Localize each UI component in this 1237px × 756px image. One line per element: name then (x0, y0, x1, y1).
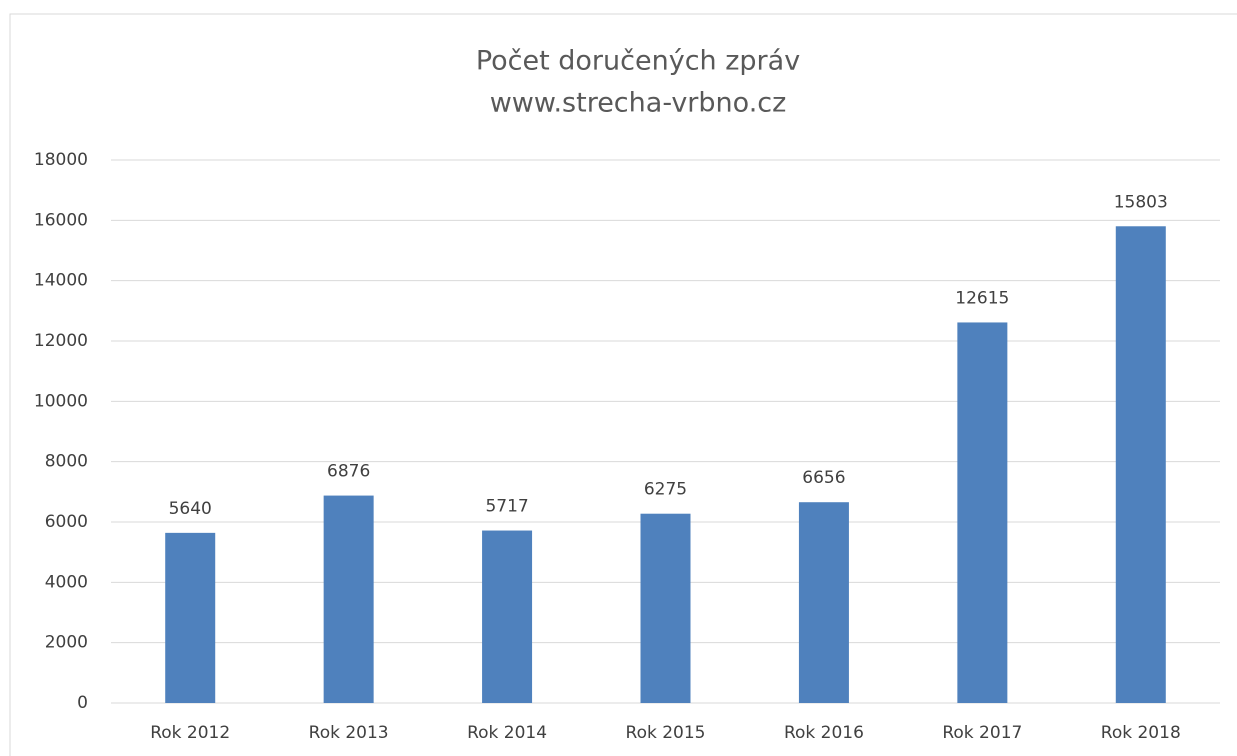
x-tick-label: Rok 2017 (942, 723, 1022, 743)
x-tick-label: Rok 2012 (150, 723, 230, 743)
data-label: 5717 (485, 497, 528, 517)
x-tick-label: Rok 2015 (626, 723, 706, 743)
bar (957, 322, 1008, 703)
y-tick-label: 14000 (34, 271, 88, 291)
y-tick-label: 6000 (45, 512, 88, 532)
x-tick-label: Rok 2016 (784, 723, 864, 743)
bar (640, 513, 691, 703)
y-tick-label: 0 (77, 693, 88, 713)
data-label: 6876 (327, 462, 370, 482)
data-label: 6656 (802, 468, 845, 488)
data-label: 6275 (644, 480, 687, 500)
data-label: 5640 (169, 499, 212, 519)
bar (165, 532, 216, 703)
y-tick-label: 10000 (34, 391, 88, 411)
y-tick-label: 16000 (34, 210, 88, 230)
chart-subtitle: www.strecha-vrbno.cz (490, 88, 787, 119)
chart-title: Počet doručených zpráv (476, 46, 800, 77)
bar (323, 495, 374, 703)
y-tick-label: 4000 (45, 572, 88, 592)
bar (1115, 226, 1166, 703)
y-tick-label: 12000 (34, 331, 88, 351)
x-tick-label: Rok 2013 (309, 723, 389, 743)
y-tick-label: 18000 (34, 150, 88, 170)
y-tick-label: 2000 (45, 633, 88, 653)
x-tick-label: Rok 2014 (467, 723, 547, 743)
x-tick-label: Rok 2018 (1101, 723, 1181, 743)
bar (798, 502, 849, 703)
bar (482, 530, 533, 703)
data-label: 15803 (1114, 192, 1168, 212)
y-tick-label: 8000 (45, 452, 88, 472)
data-label: 12615 (955, 288, 1009, 308)
